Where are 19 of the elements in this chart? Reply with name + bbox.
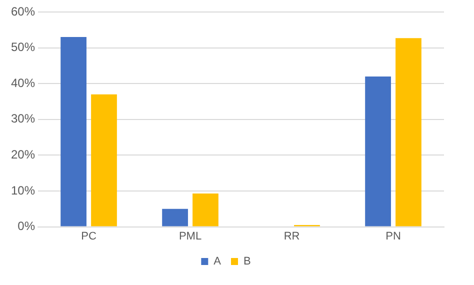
bar — [162, 208, 188, 226]
bar — [365, 76, 391, 226]
y-tick-label: 40% — [10, 76, 36, 90]
x-tick-label: PC — [81, 230, 96, 242]
legend-label: B — [244, 256, 251, 268]
bar — [192, 194, 218, 226]
x-tick-label: PML — [178, 230, 202, 242]
legend-label: A — [214, 256, 222, 268]
y-tick-label: 10% — [10, 183, 36, 198]
bar — [60, 37, 86, 226]
x-tick-label: RR — [284, 230, 300, 242]
y-tick-label: 20% — [10, 148, 36, 162]
x-tick-label: PN — [386, 230, 401, 242]
y-tick-label: 60% — [10, 4, 36, 18]
y-tick-label: 50% — [10, 40, 36, 54]
y-tick-label: 0% — [18, 219, 36, 234]
bar — [396, 38, 422, 226]
y-tick-label: 30% — [10, 112, 36, 126]
bar — [91, 94, 117, 226]
